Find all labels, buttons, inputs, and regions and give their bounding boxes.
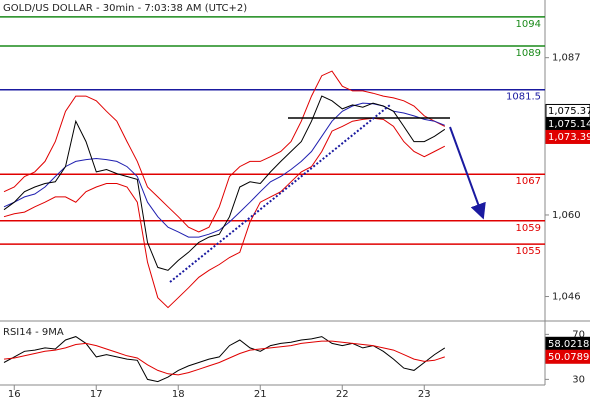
series-line <box>3 336 446 383</box>
plot-layer: 16 17 18 21 22 23 1,046 1,060 1,087 1094 1089 1081.… <box>0 16 590 400</box>
y-tick-label: 1,060 <box>552 210 581 221</box>
rsi-title: RSI14 - 9MA <box>3 327 64 338</box>
x-tick-label: 22 <box>336 389 349 400</box>
price-tag <box>545 129 590 144</box>
x-tick-label: 23 <box>418 389 431 400</box>
x-tick-label: 21 <box>254 389 267 400</box>
x-tick-label: 17 <box>90 389 103 400</box>
price-tag-label: 1,073.39 <box>548 132 590 143</box>
price-tag-label: 50.0789 <box>548 352 589 363</box>
y-tick-label: 1,046 <box>552 292 581 303</box>
y-tick-label: 70 <box>572 329 585 340</box>
x-tick-label: 16 <box>8 389 21 400</box>
price-tag <box>545 349 590 364</box>
y-tick-label: 1,087 <box>552 53 581 64</box>
trend-line <box>169 104 391 283</box>
y-tick-label: 30 <box>572 374 585 385</box>
level-label: 1089 <box>516 48 541 59</box>
series-line <box>3 340 445 376</box>
series-line <box>3 70 446 233</box>
x-tick-label: 18 <box>172 389 185 400</box>
level-label: 1055 <box>516 246 541 257</box>
price-tag-label: 58.0218 <box>548 339 589 350</box>
chart-title: GOLD/US DOLLAR - 30min - 7:03:38 AM (UTC… <box>3 3 247 14</box>
price-tag-label: 1,075.37 <box>548 106 590 117</box>
forecast-arrow <box>449 126 486 220</box>
level-label: 1094 <box>516 19 541 30</box>
level-label: 1081.5 <box>506 92 541 103</box>
price-tag-label: 1,075.14 <box>548 119 590 130</box>
level-label: 1059 <box>516 223 541 234</box>
level-label: 1067 <box>516 176 541 187</box>
series-line <box>3 95 446 271</box>
